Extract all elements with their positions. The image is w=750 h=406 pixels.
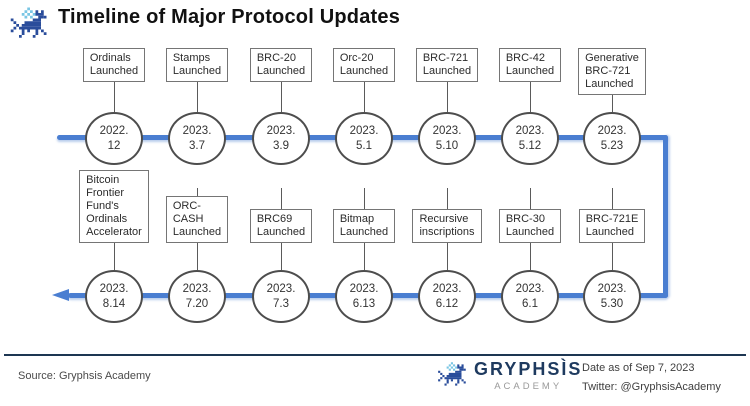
date-circle: 2023. 6.12 [418,270,476,323]
timeline-node-orc-cash: ORC- CASH Launched 2023. 7.20 [155,178,239,327]
connector-line [530,54,531,112]
date-circle: 2023. 6.13 [335,270,393,323]
footer-meta: Date as of Sep 7, 2023 Twitter: @Gryphsi… [582,362,742,393]
timeline-node-generative-brc721: Generative BRC-721 Launched 2023. 5.23 [570,48,654,169]
date-circle: 2023. 6.1 [501,270,559,323]
date-circle: 2022. 12 [85,112,143,165]
timeline-node-brc20: BRC-20 Launched 2023. 3.9 [239,48,323,169]
brand-subtitle: ACADEMY [494,380,563,392]
connector-line [197,54,198,112]
timeline-node-brc721e: BRC-721E Launched 2023. 5.30 [570,178,654,327]
date-text: 2023. 5.30 [597,283,627,310]
event-label: BRC-42 Launched [498,48,562,82]
timeline-node-ordinals: Ordinals Launched 2022. 12 [72,48,156,169]
timeline-arrow-icon [52,289,69,301]
date-text: 2023. 8.14 [99,283,129,310]
event-label: Bitmap Launched [332,209,396,243]
gryphon-logo-icon [10,7,47,38]
timeline-node-bitmap: Bitmap Launched 2023. 6.13 [322,178,406,327]
date-circle: 2023. 5.23 [583,112,641,165]
date-text: 2023. 7.20 [182,283,212,310]
event-label: Bitcoin Frontier Fund's Ordinals Acceler… [79,170,149,243]
date-text: 2023. 6.1 [515,283,545,310]
brand-lockup: GRYPHSÌS ACADEMY [474,359,583,392]
event-label: BRC-30 Launched [498,209,562,243]
connector-line [114,54,115,112]
timeline-track-right [663,135,668,298]
date-text: 2023. 3.9 [266,125,296,152]
gryphon-logo-icon [438,362,466,386]
timeline-node-orc20: Orc-20 Launched 2023. 5.1 [322,48,406,169]
brand-name: GRYPHSÌS [474,359,583,379]
twitter-handle: Twitter: @GryphsisAcademy [582,381,721,393]
date-circle: 2023. 7.20 [168,270,226,323]
timeline-node-stamps: Stamps Launched 2023. 3.7 [155,48,239,169]
date-text: 2022. 12 [99,125,129,152]
event-label: ORC- CASH Launched [165,196,229,243]
date-circle: 2023. 5.10 [418,112,476,165]
date-text: 2023. 5.12 [515,125,545,152]
date-text: 2023. 5.23 [597,125,627,152]
date-text: 2023. 6.12 [432,283,462,310]
date-circle: 2023. 5.1 [335,112,393,165]
date-circle: 2023. 3.9 [252,112,310,165]
event-label: BRC-20 Launched [249,48,313,82]
event-label: BRC-721E Launched [578,209,646,243]
event-label: Generative BRC-721 Launched [578,48,646,95]
connector-line [364,54,365,112]
date-text: 2023. 7.3 [266,283,296,310]
timeline-node-brc721: BRC-721 Launched 2023. 5.10 [405,48,489,169]
timeline-node-recursive-inscriptions: Recursive inscriptions 2023. 6.12 [405,178,489,327]
date-circle: 2023. 3.7 [168,112,226,165]
date-circle: 2023. 7.3 [252,270,310,323]
date-text: 2023. 6.13 [349,283,379,310]
event-label: Orc-20 Launched [332,48,396,82]
event-label: Stamps Launched [165,48,229,82]
date-text: 2023. 3.7 [182,125,212,152]
timeline-node-bff-accelerator: Bitcoin Frontier Fund's Ordinals Acceler… [72,170,156,327]
event-label: Ordinals Launched [82,48,146,82]
date-text: 2023. 5.10 [432,125,462,152]
page-title: Timeline of Major Protocol Updates [58,6,401,28]
date-circle: 2023. 5.12 [501,112,559,165]
date-circle: 2023. 8.14 [85,270,143,323]
timeline-node-brc42: BRC-42 Launched 2023. 5.12 [488,48,572,169]
date-text: 2023. 5.1 [349,125,379,152]
event-label: BRC-721 Launched [415,48,479,82]
event-label: Recursive inscriptions [412,209,482,243]
date-circle: 2023. 5.30 [583,270,641,323]
source-note: Source: Gryphsis Academy [18,370,151,382]
connector-line [447,54,448,112]
date-note: Date as of Sep 7, 2023 [582,362,695,374]
footer-divider [4,354,746,356]
timeline-node-brc69: BRC69 Launched 2023. 7.3 [239,178,323,327]
timeline-node-brc30: BRC-30 Launched 2023. 6.1 [488,178,572,327]
connector-line [281,54,282,112]
event-label: BRC69 Launched [249,209,313,243]
